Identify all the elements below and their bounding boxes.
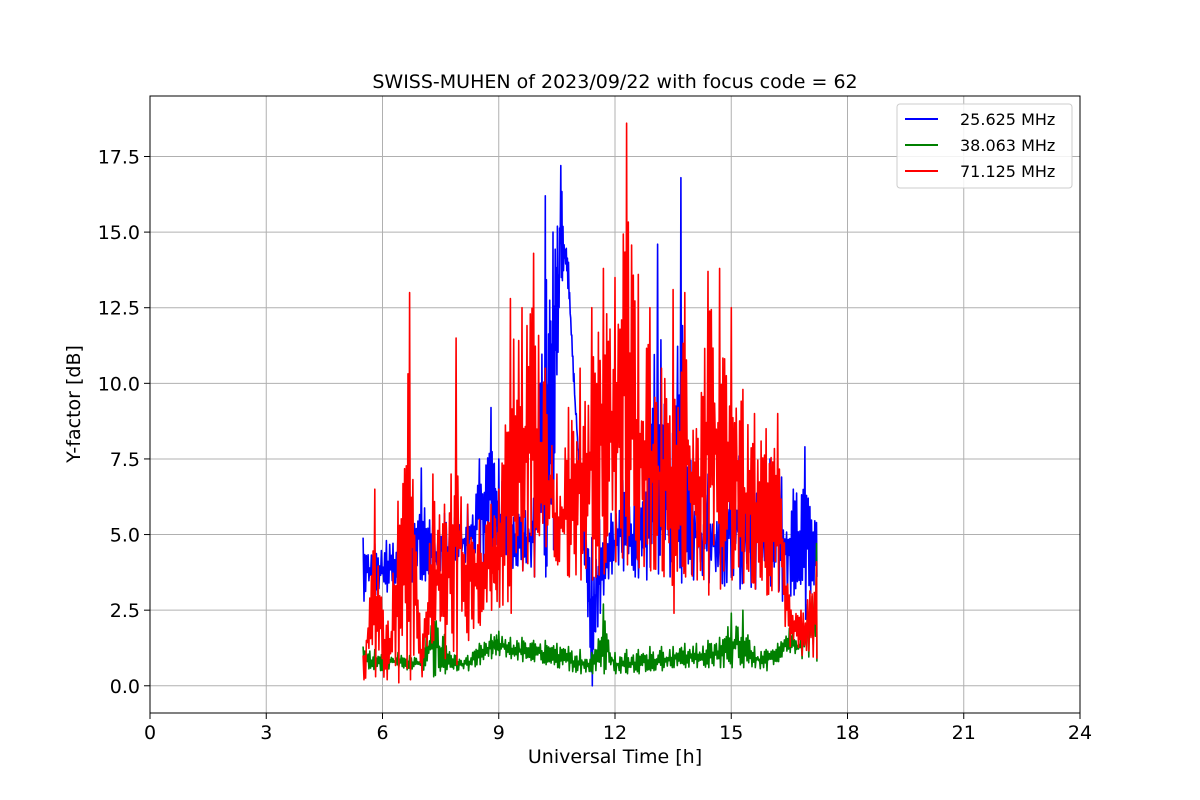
series-group: [362, 122, 818, 687]
y-tick-label: 10.0: [98, 373, 140, 395]
x-tick-label: 12: [603, 722, 627, 744]
x-tick-label: 6: [376, 722, 388, 744]
y-tick-label: 5.0: [110, 525, 140, 547]
x-axis-label: Universal Time [h]: [528, 746, 702, 768]
x-axis-ticks: 0 3 6 9 12 15 18 21 24: [144, 713, 1092, 744]
plot-area: [149, 95, 1081, 714]
y-tick-label: 2.5: [110, 600, 140, 622]
y-tick-label: 7.5: [110, 449, 140, 471]
series-line-3: [362, 122, 818, 684]
x-tick-label: 0: [144, 722, 156, 744]
x-tick-label: 18: [835, 722, 859, 744]
y-tick-label: 17.5: [98, 146, 140, 168]
legend-label-2: 38.063 MHz: [960, 136, 1055, 155]
y-tick-label: 12.5: [98, 298, 140, 320]
legend-label-1: 25.625 MHz: [960, 110, 1055, 129]
legend-label-3: 71.125 MHz: [960, 162, 1055, 181]
y-axis-ticks: 0.0 2.5 5.0 7.5 10.0 12.5 15.0 17.5: [98, 146, 150, 698]
chart-title: SWISS-MUHEN of 2023/09/22 with focus cod…: [372, 71, 857, 93]
x-tick-label: 3: [260, 722, 272, 744]
legend-items: 25.625 MHz 38.063 MHz 71.125 MHz: [905, 110, 1055, 181]
legend: 25.625 MHz 38.063 MHz 71.125 MHz: [896, 103, 1073, 189]
series-line-1: [362, 164, 818, 687]
series-line-2: [362, 542, 818, 678]
x-tick-label: 21: [952, 722, 976, 744]
y-tick-label: 0.0: [110, 676, 140, 698]
x-tick-label: 15: [719, 722, 743, 744]
x-tick-label: 24: [1068, 722, 1092, 744]
y-tick-label: 15.0: [98, 222, 140, 244]
y-axis-label: Y-factor [dB]: [63, 345, 85, 464]
legend-box: [896, 103, 1073, 189]
x-tick-label: 9: [493, 722, 505, 744]
